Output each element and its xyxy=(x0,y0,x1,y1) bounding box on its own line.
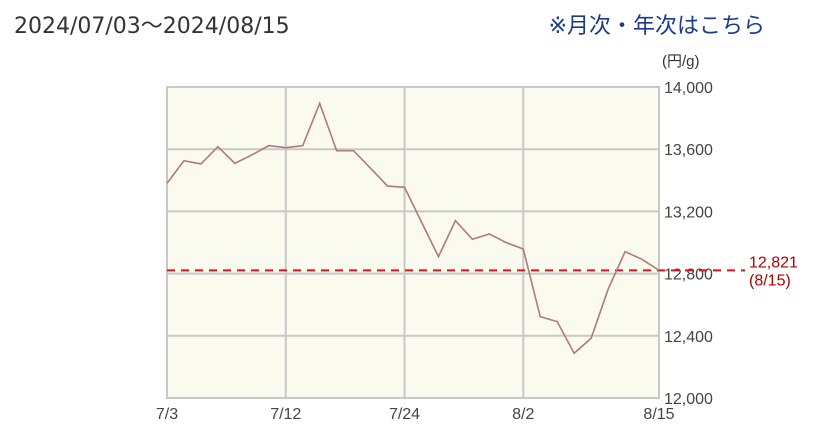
reference-date-label: (8/15) xyxy=(749,272,791,289)
price-line xyxy=(166,101,660,355)
y-tick-label: 13,600 xyxy=(664,142,713,159)
x-tick-label: 8/2 xyxy=(512,406,534,423)
y-tick-label: 12,400 xyxy=(664,329,713,346)
plot-area xyxy=(166,86,660,399)
y-tick-label: 12,800 xyxy=(664,267,713,284)
x-tick-label: 7/24 xyxy=(389,406,420,423)
y-tick-label: 14,000 xyxy=(664,80,713,97)
reference-value-label: 12,821 xyxy=(749,254,798,271)
y-tick-label: 12,000 xyxy=(664,391,713,408)
y-tick-label: 13,200 xyxy=(664,204,713,221)
x-tick-label: 7/3 xyxy=(156,406,178,423)
x-tick-label: 8/15 xyxy=(643,406,674,423)
x-tick-label: 7/12 xyxy=(270,406,301,423)
unit-label: (円/g) xyxy=(662,53,700,70)
monthly-yearly-link[interactable]: ※月次・年次はこちら xyxy=(548,14,765,39)
date-range-title: 2024/07/03～2024/08/15 xyxy=(14,14,290,39)
